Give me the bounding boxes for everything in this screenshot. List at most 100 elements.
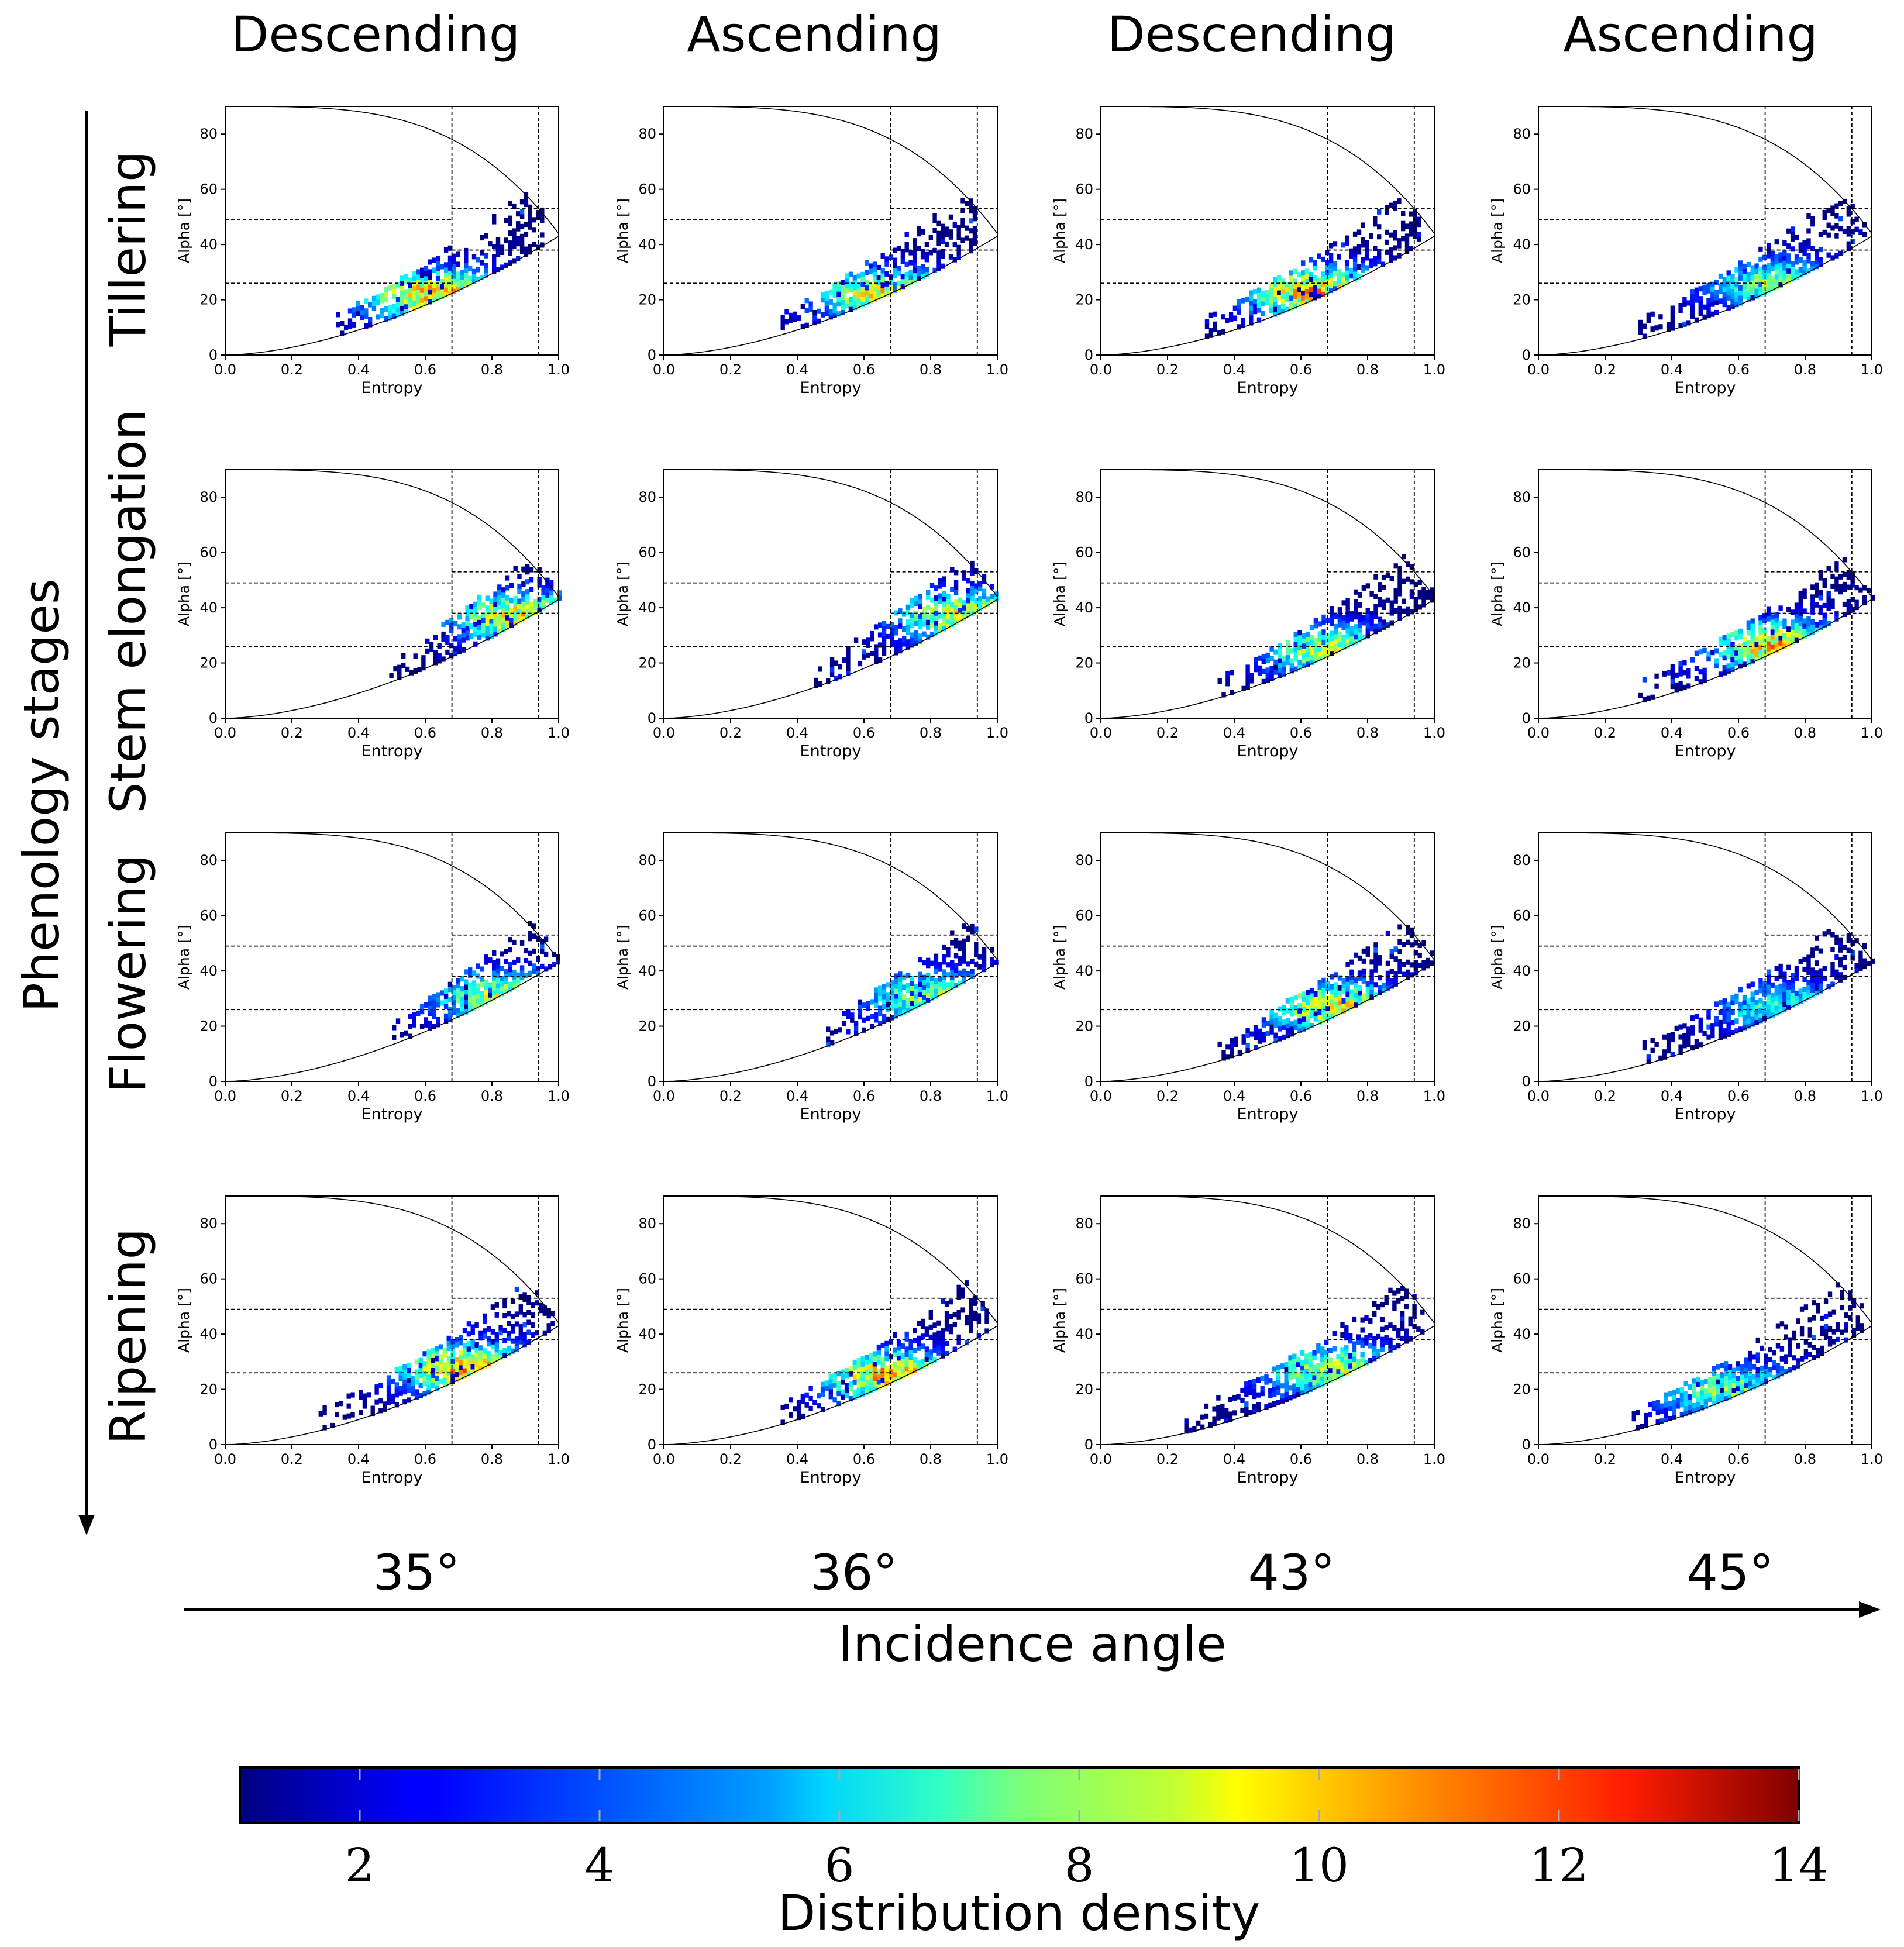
histogram-cell (557, 590, 562, 596)
histogram-cell (1349, 974, 1354, 980)
histogram-cell (464, 253, 469, 259)
histogram-cell (1858, 229, 1863, 235)
histogram-cell (1378, 975, 1382, 981)
histogram-cell (412, 305, 416, 311)
histogram-cell (1301, 270, 1306, 276)
histogram-cell (525, 594, 530, 599)
histogram-cell (1762, 1011, 1767, 1016)
histogram-cell (495, 963, 501, 969)
histogram-cell (1337, 622, 1342, 628)
histogram-cell (473, 616, 478, 622)
histogram-cell (1345, 608, 1350, 614)
histogram-cell (1834, 611, 1839, 617)
y-tick-label: 20 (1513, 1381, 1531, 1398)
histogram-cell (890, 980, 894, 986)
histogram-cell (862, 639, 866, 645)
histogram-cell (1744, 1367, 1748, 1373)
histogram-cell (1337, 1005, 1342, 1011)
histogram-cell (1786, 228, 1791, 234)
histogram-cell (804, 308, 809, 313)
histogram-cell (1293, 1005, 1298, 1011)
histogram-cell (880, 253, 885, 259)
histogram-cell (1784, 1354, 1788, 1360)
histogram-cell (518, 1329, 523, 1335)
histogram-cell (1655, 1419, 1660, 1425)
histogram-cell (1261, 678, 1266, 684)
y-tick-label: 40 (199, 599, 218, 616)
histogram-cell (1802, 623, 1807, 629)
histogram-cell (1369, 263, 1373, 268)
histogram-cell (824, 295, 829, 301)
histogram-cell (468, 281, 473, 287)
histogram-cell (1373, 942, 1378, 948)
histogram-cell (1361, 993, 1366, 999)
histogram-cell (1212, 1406, 1217, 1412)
histogram-cell (395, 1018, 401, 1024)
histogram-cell (1381, 619, 1386, 625)
histogram-cell (459, 1335, 463, 1340)
histogram-cell (1321, 1012, 1326, 1018)
histogram-cell (1802, 245, 1807, 251)
histogram-cell (1204, 1403, 1209, 1409)
histogram-cell (1834, 581, 1839, 587)
histogram-cell (1782, 280, 1787, 286)
histogram-cell (1758, 988, 1763, 994)
histogram-cell (1806, 253, 1811, 259)
histogram-cell (1373, 604, 1378, 609)
histogram-cell (525, 609, 530, 615)
histogram-cell (1204, 333, 1210, 339)
histogram-cell (1288, 1365, 1293, 1371)
histogram-cell (394, 1402, 399, 1408)
histogram-cell (1317, 1004, 1322, 1010)
histogram-cell (1738, 648, 1743, 654)
histogram-cell (508, 230, 512, 236)
histogram-cell (524, 232, 529, 237)
histogram-cell (1304, 293, 1310, 299)
histogram-cell (1794, 995, 1799, 1001)
histogram-cell (929, 622, 935, 628)
histogram-cell (1354, 639, 1358, 645)
histogram-cell (796, 1410, 801, 1415)
histogram-cell (1340, 1322, 1345, 1328)
histogram-cell (1723, 1376, 1729, 1381)
histogram-cell (1261, 1032, 1266, 1038)
histogram-cell (1313, 991, 1318, 997)
histogram-cell (1413, 209, 1417, 215)
histogram-cell (510, 1298, 515, 1304)
histogram-cell (934, 963, 939, 969)
histogram-cell (1332, 1360, 1337, 1366)
histogram-cell (1850, 607, 1855, 613)
histogram-cell (1698, 1042, 1703, 1048)
histogram-cell (1333, 992, 1338, 998)
histogram-cell (1337, 637, 1342, 643)
histogram-cell (1388, 1322, 1393, 1328)
histogram-cell (1389, 953, 1394, 959)
histogram-cell (1722, 277, 1727, 282)
histogram-cell (383, 1401, 387, 1407)
histogram-cell (956, 235, 961, 240)
histogram-cell (1316, 1378, 1321, 1384)
histogram-cell (419, 292, 425, 298)
histogram-cell (1389, 576, 1394, 581)
histogram-cell (946, 987, 951, 993)
histogram-cell (1750, 1016, 1755, 1022)
histogram-cell (466, 1331, 471, 1337)
histogram-cell (1269, 288, 1273, 294)
histogram-cell (890, 1005, 894, 1011)
histogram-cell (478, 1330, 483, 1336)
histogram-cell (796, 1405, 801, 1411)
histogram-cell (1712, 1400, 1716, 1406)
histogram-cell (884, 291, 889, 297)
histogram-cell (950, 970, 955, 976)
histogram-cell (1273, 277, 1278, 282)
histogram-cell (1726, 648, 1731, 654)
histogram-cell (962, 600, 966, 606)
histogram-cell (1770, 251, 1775, 257)
histogram-cell (450, 1373, 455, 1379)
histogram-cell (447, 245, 453, 251)
histogram-cell (1265, 290, 1269, 295)
histogram-cell (1402, 598, 1406, 604)
histogram-cell (398, 1370, 403, 1376)
histogram-cell (1376, 1353, 1381, 1359)
histogram-cell (402, 1374, 407, 1380)
